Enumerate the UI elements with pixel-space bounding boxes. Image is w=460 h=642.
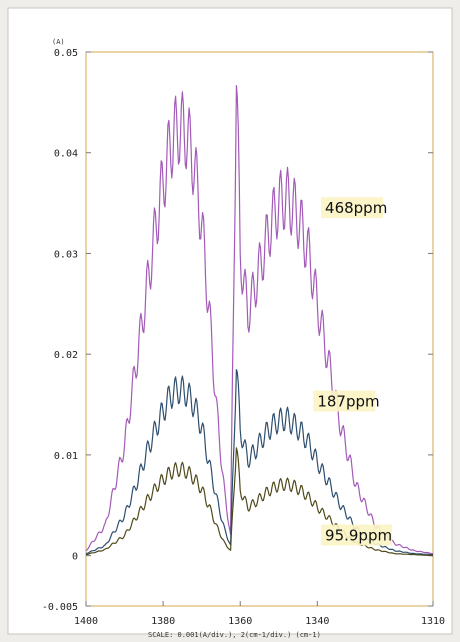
scale-label: SCALE: 0.001(A/div.), 2(cm-1/div.) (cm-1… [148, 631, 321, 639]
annotation-backing [313, 390, 376, 412]
y-tick-label: 0 [72, 552, 78, 563]
x-tick-label: 1340 [305, 616, 329, 627]
x-axis: 1400 1380 1360 1340 1310 [74, 601, 445, 627]
series-annotation: 187ppm [317, 393, 379, 411]
y-tick-label: 0.03 [54, 249, 78, 260]
y-tick-label: 0.01 [54, 451, 78, 462]
x-tick-label: 1360 [228, 616, 252, 627]
annotation-backing [321, 197, 384, 219]
y-tick-label: 0.02 [54, 350, 78, 361]
x-tick-label: 1400 [74, 616, 98, 627]
series-annotation: 468ppm [325, 199, 387, 217]
x-tick-label: 1380 [151, 616, 175, 627]
series-line-95-9ppm [85, 447, 433, 557]
y-tick-label: -0.005 [42, 602, 78, 613]
plot-area [85, 51, 434, 607]
x-tick-label: 1310 [421, 616, 445, 627]
y-axis: 0.05 0.04 0.03 0.02 0.01 0 -0.005 [42, 48, 433, 613]
y-tick-label: 0.05 [54, 48, 78, 59]
y-unit-label: (A) [52, 38, 65, 46]
series-annotation: 95.9ppm [325, 527, 392, 545]
annotation-backing [321, 524, 393, 546]
annotation-group: 468ppm 187ppm 95.9ppm [313, 197, 393, 546]
y-tick-label: 0.04 [54, 149, 78, 160]
